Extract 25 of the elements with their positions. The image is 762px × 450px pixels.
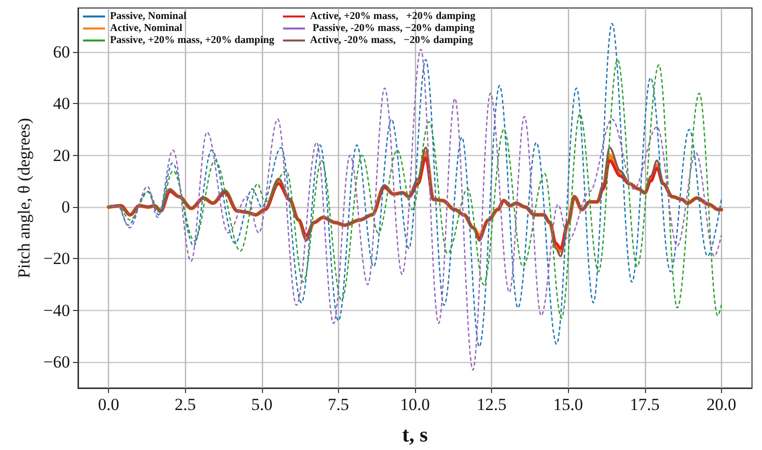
legend-label: Passive, Nominal (110, 11, 186, 22)
legend-label: Passive, -20% mass, −20% damping (310, 23, 476, 34)
y-tick-label: −20 (43, 249, 70, 268)
x-tick-label: 7.5 (328, 395, 350, 414)
x-tick-label: 17.5 (630, 395, 660, 414)
x-tick-label: 5.0 (251, 395, 272, 414)
x-tick-label: 20.0 (706, 395, 736, 414)
y-tick-label: −40 (43, 300, 70, 320)
x-tick-label: 12.5 (476, 395, 506, 414)
y-tick-label: 60 (53, 42, 70, 62)
y-tick-label: −60 (43, 352, 70, 372)
legend-label: Active, +20% mass, +20% damping (310, 11, 476, 22)
x-tick-label: 2.5 (174, 395, 196, 414)
line-series (108, 59, 722, 319)
y-tick-label: 20 (53, 146, 70, 165)
x-tick-label: 0.0 (98, 395, 120, 414)
x-tick-label: 15.0 (553, 395, 584, 414)
legend-label: Active, Nominal (110, 23, 182, 34)
legend-label: Active, -20% mass, −20% damping (310, 35, 474, 46)
y-tick-label: 40 (53, 94, 70, 114)
y-axis-title: Pitch angle, θ (degrees) (14, 118, 34, 278)
legend-label: Passive, +20% mass, +20% damping (110, 35, 275, 46)
y-tick-label: 0 (62, 198, 70, 217)
x-axis-title: t, s (402, 422, 428, 446)
x-tick-label: 10.0 (400, 395, 430, 414)
